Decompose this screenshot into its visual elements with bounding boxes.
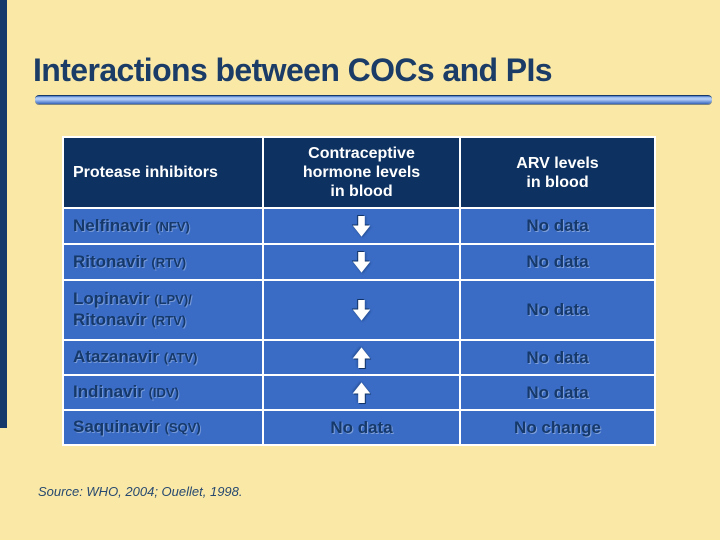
down-arrow-icon <box>352 215 371 237</box>
arv-level-cell: No data <box>459 339 656 376</box>
col-header-arv-levels: ARV levels in blood <box>459 136 656 209</box>
header-line: ARV levels <box>516 154 599 172</box>
drug-cell: Nelfinavir (NFV) <box>62 207 264 245</box>
table-row: Indinavir (IDV) No data <box>62 374 656 411</box>
col-header-contraceptive-hormone-levels: Contraceptive hormone levels in blood <box>262 136 461 209</box>
drug-name: Lopinavir <box>73 289 155 308</box>
hormone-level-cell <box>262 243 461 281</box>
table-row: Saquinavir (SQV) No data No change <box>62 409 656 446</box>
drug-name: Saquinavir <box>73 417 165 436</box>
title-underline-bar <box>35 95 712 104</box>
hormone-level-cell <box>262 207 461 245</box>
drug-abbreviation: (IDV) <box>148 385 179 400</box>
down-arrow-icon <box>352 299 371 321</box>
hormone-level-cell <box>262 339 461 376</box>
down-arrow-icon <box>352 251 371 273</box>
up-arrow-icon <box>352 347 371 368</box>
drug-cell: Ritonavir (RTV) <box>62 243 264 281</box>
source-note: Source: WHO, 2004; Ouellet, 1998. <box>38 484 243 499</box>
hormone-level-cell <box>262 374 461 411</box>
drug-cell: Lopinavir (LPV)/Ritonavir (RTV) <box>62 279 264 341</box>
header-line: Contraceptive <box>308 145 415 162</box>
arv-level-cell: No data <box>459 374 656 411</box>
table-row: Lopinavir (LPV)/Ritonavir (RTV) No data <box>62 279 656 341</box>
slide-title: Interactions between COCs and PIs <box>33 52 553 88</box>
header-line: in blood <box>526 173 589 191</box>
col-header-protease-inhibitors: Protease inhibitors <box>62 136 264 209</box>
drug-abbreviation: (SQV) <box>164 420 201 435</box>
drug-name: Ritonavir <box>73 310 152 329</box>
header-line: in blood <box>330 183 393 200</box>
header-line: hormone levels <box>302 164 421 181</box>
arv-level-cell: No data <box>459 243 656 281</box>
hormone-level-cell <box>262 279 461 341</box>
drug-name: Atazanavir <box>73 347 164 366</box>
drug-cell: Saquinavir (SQV) <box>62 409 264 446</box>
left-accent-bar <box>0 0 7 428</box>
hormone-level-cell: No data <box>262 409 461 446</box>
drug-cell: Atazanavir (ATV) <box>62 339 264 376</box>
drug-name: Indinavir <box>73 382 149 401</box>
table-body: Nelfinavir (NFV) No data Ritonavir (RTV) No… <box>62 207 656 446</box>
drug-name: Ritonavir <box>73 251 152 271</box>
drug-abbreviation: (ATV) <box>163 350 198 365</box>
interactions-table: Protease inhibitors Contraceptive hormon… <box>62 136 656 446</box>
table-row: Atazanavir (ATV) No data <box>62 339 656 376</box>
drug-name: Nelfinavir <box>73 215 156 235</box>
drug-cell: Indinavir (IDV) <box>62 374 264 411</box>
drug-abbreviation: (RTV) <box>151 254 187 270</box>
drug-abbreviation: (LPV)/ <box>154 292 192 307</box>
arv-level-cell: No data <box>459 279 656 341</box>
drug-abbreviation: (RTV) <box>151 313 187 328</box>
header-row: Protease inhibitors Contraceptive hormon… <box>62 136 656 209</box>
table-row: Ritonavir (RTV) No data <box>62 243 656 281</box>
arv-level-cell: No change <box>459 409 656 446</box>
table-row: Nelfinavir (NFV) No data <box>62 207 656 245</box>
arv-level-cell: No data <box>459 207 656 245</box>
up-arrow-icon <box>352 382 371 403</box>
drug-abbreviation: (NFV) <box>155 218 190 234</box>
